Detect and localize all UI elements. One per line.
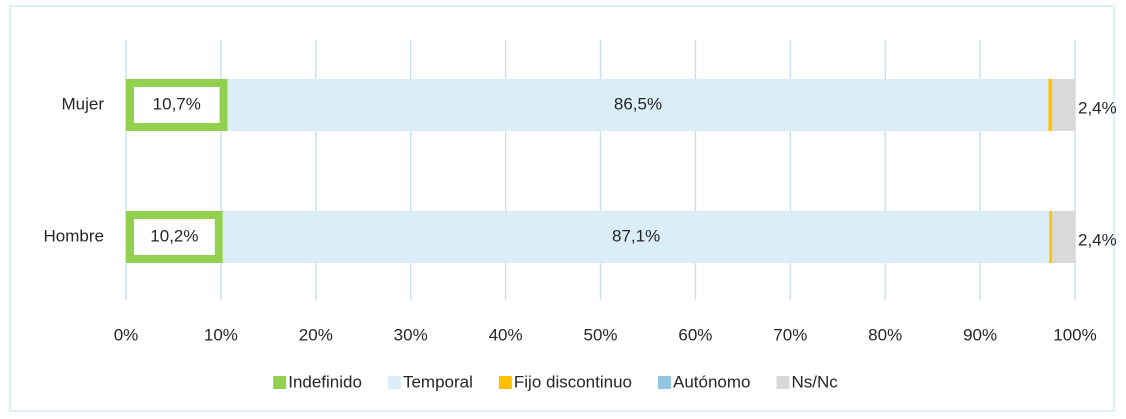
value-label: 10,7% xyxy=(153,94,201,113)
legend-swatch xyxy=(776,376,790,389)
legend-label: Autónomo xyxy=(673,372,751,391)
x-tick-label: 90% xyxy=(963,325,997,344)
bar-segment xyxy=(1052,211,1075,263)
legend-swatch xyxy=(498,376,512,389)
y-tick-label: Mujer xyxy=(61,94,104,113)
x-tick-label: 60% xyxy=(678,325,712,344)
x-tick-label: 70% xyxy=(773,325,807,344)
x-tick-label: 0% xyxy=(114,325,139,344)
y-tick-label: Hombre xyxy=(44,226,104,245)
x-tick-label: 30% xyxy=(394,325,428,344)
value-label: 86,5% xyxy=(614,94,662,113)
bar-segment xyxy=(222,211,1050,263)
value-label: 10,2% xyxy=(150,226,198,245)
label-box xyxy=(134,219,215,255)
x-tick-label: 100% xyxy=(1053,325,1096,344)
x-tick-label: 20% xyxy=(299,325,333,344)
value-label: 87,1% xyxy=(612,226,660,245)
bar-segment xyxy=(1048,79,1053,131)
bar-segment xyxy=(1049,211,1053,263)
value-label: 2,4% xyxy=(1078,230,1117,249)
legend-swatch xyxy=(658,376,671,389)
legend-label: Indefinido xyxy=(288,372,362,391)
x-tick-label: 40% xyxy=(489,325,523,344)
legend-swatch xyxy=(387,376,401,389)
legend-swatch xyxy=(273,376,287,389)
bar-segment xyxy=(1052,79,1075,131)
bar-segment xyxy=(227,79,1049,131)
legend-label: Fijo discontinuo xyxy=(514,372,632,391)
x-tick-label: 80% xyxy=(868,325,902,344)
legend-label: Temporal xyxy=(403,372,473,391)
legend-label: Ns/Nc xyxy=(792,372,839,391)
x-tick-label: 10% xyxy=(204,325,238,344)
x-tick-label: 50% xyxy=(583,325,617,344)
value-label: 2,4% xyxy=(1078,98,1117,117)
chart-frame xyxy=(9,5,1115,412)
label-box xyxy=(134,87,220,123)
